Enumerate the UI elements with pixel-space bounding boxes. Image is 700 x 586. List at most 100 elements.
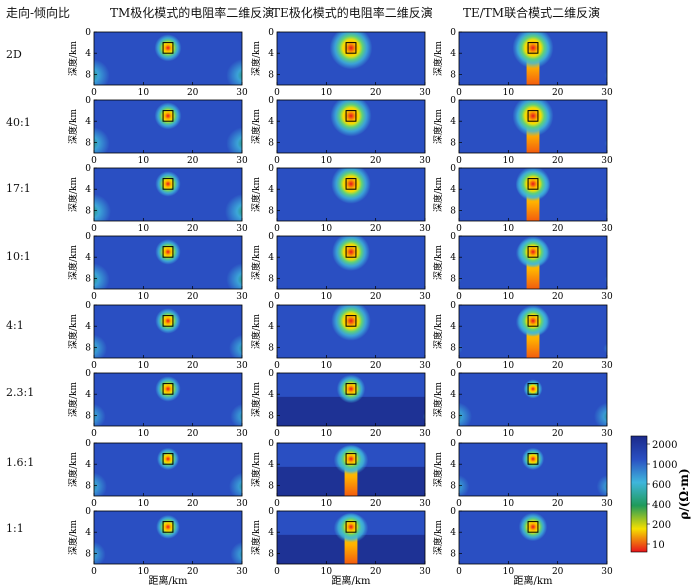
resistivity-anomaly [156,447,180,471]
panel-frame [276,372,426,427]
row-label-17-1: 17:1 [6,182,31,195]
side-anomaly-left [94,193,112,221]
y-tick-label: 8 [85,549,91,559]
y-tick-label: 4 [450,460,456,470]
y-tick-label: 8 [268,411,274,421]
x-tick-label: 10 [138,156,150,166]
y-axis-label: 深度/km [432,314,444,349]
y-tick-label: 8 [450,206,456,216]
x-tick-label: 10 [321,567,333,577]
y-tick-label: 8 [268,549,274,559]
y-axis-label: 深度/km [432,109,444,144]
x-tick-label: 30 [601,224,613,234]
resistivity-anomaly [512,100,554,137]
y-tick-label: 0 [450,507,456,517]
target-block [162,246,174,258]
colorbar-tick-label: 2000 [652,440,677,451]
y-axis-label: 深度/km [67,520,79,555]
y-axis-label: 深度/km [250,452,262,487]
x-tick-label: 30 [236,567,248,577]
x-tick-label: 20 [552,429,564,439]
panel-frame [458,304,608,359]
y-tick-label: 8 [450,343,456,353]
side-anomaly-right [226,58,242,85]
resistivity-anomaly [331,305,371,341]
panel-frame [93,372,243,427]
side-anomaly-right [604,207,607,216]
y-tick-label: 0 [450,164,456,174]
y-axis-label: 深度/km [432,245,444,280]
x-tick-label: 20 [187,224,199,234]
side-anomaly-right [425,73,430,78]
column-header-te: TE极化模式的电阻率二维反演 [272,6,433,20]
panel-r7-c1: 0 10 20 30 0 4 8 深度/km 距离/km [250,507,431,586]
x-tick-label: 30 [601,88,613,98]
x-tick-label: 20 [552,156,564,166]
y-axis-label: 深度/km [67,314,79,349]
column-header-tm: TM极化模式的电阻率二维反演 [110,6,275,20]
resistivity-anomaly [336,374,366,404]
x-tick-label: 20 [370,499,382,509]
x-tick-label: 20 [552,224,564,234]
x-tick-label: 20 [552,361,564,371]
y-tick-label: 0 [85,232,91,242]
side-anomaly-left [459,474,470,496]
y-tick-label: 8 [450,70,456,80]
side-anomaly-left [94,403,106,426]
y-tick-label: 0 [268,439,274,449]
resistivity-anomaly [154,102,182,130]
y-tick-label: 4 [450,528,456,538]
x-axis-label: 距离/km [149,574,188,586]
side-anomaly-left [94,541,106,564]
side-anomaly-right [226,126,242,153]
row-label-1-6-1: 1.6:1 [6,456,35,469]
y-tick-label: 8 [450,138,456,148]
side-anomaly-left [94,126,110,153]
resistivity-anomaly [329,32,373,70]
colorbar [630,435,648,553]
panel-frame [93,442,243,497]
side-anomaly-right [603,343,607,354]
y-tick-label: 4 [268,185,274,195]
panel-r6-c1: 0 10 20 30 0 4 8 深度/km [250,439,431,509]
x-tick-label: 10 [138,292,150,302]
resistivity-anomaly [331,168,371,204]
x-tick-label: 20 [187,499,199,509]
x-tick-label: 10 [503,567,515,577]
side-anomaly-right [425,346,430,351]
resistivity-anomaly [521,447,545,471]
y-tick-label: 8 [85,411,91,421]
row-label-1-1: 1:1 [6,522,24,535]
y-tick-label: 4 [450,253,456,263]
resistivity-anomaly [517,236,549,268]
target-block [345,521,357,533]
panel-r5-c1: 0 10 20 30 0 4 8 深度/km [250,369,431,439]
y-tick-label: 4 [450,49,456,59]
x-tick-label: 30 [236,224,248,234]
y-tick-label: 4 [450,117,456,127]
x-tick-label: 0 [91,156,97,166]
y-axis-label: 深度/km [250,520,262,555]
panel-frame [458,372,608,427]
x-tick-label: 20 [552,567,564,577]
x-tick-label: 20 [552,88,564,98]
x-tick-label: 30 [601,567,613,577]
target-block [162,453,174,465]
y-tick-label: 4 [268,49,274,59]
panel-r3-c1: 0 10 20 30 0 4 8 深度/km [250,232,431,302]
side-anomaly-right [593,402,607,426]
x-tick-label: 0 [456,156,462,166]
target-block [527,42,539,54]
y-tick-label: 0 [268,28,274,38]
y-tick-label: 8 [450,274,456,284]
x-tick-label: 20 [370,88,382,98]
x-tick-label: 0 [456,499,462,509]
resistivity-anomaly [512,32,554,69]
panel-frame [276,235,426,290]
x-tick-label: 20 [370,292,382,302]
y-axis-label: 深度/km [250,314,262,349]
x-tick-label: 20 [370,567,382,577]
target-block [162,521,174,533]
side-anomaly-right [425,552,430,557]
panel-frame [276,442,426,497]
